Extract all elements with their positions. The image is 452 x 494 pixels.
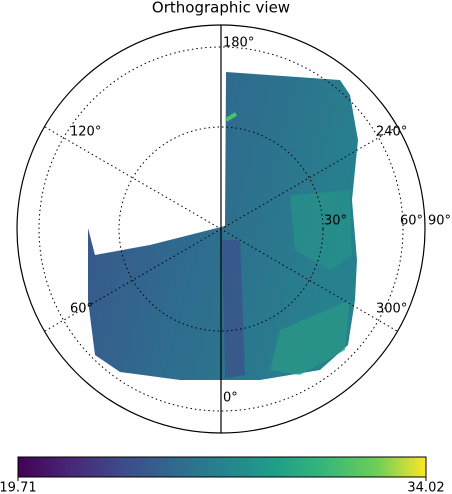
- graticule-label: 120°: [70, 125, 101, 140]
- data-patch: [270, 300, 350, 375]
- data-streak: [224, 112, 238, 122]
- graticule-label: 90°: [428, 214, 451, 229]
- graticule-circle: [38, 46, 404, 412]
- graticule-label: 240°: [376, 125, 407, 140]
- chart-title: Orthographic view: [152, 0, 290, 17]
- map-boundary: [16, 24, 426, 434]
- graticule-circle: [118, 126, 324, 332]
- map-area: [88, 72, 358, 380]
- graticule-label: 0°: [223, 391, 238, 406]
- data-patch: [290, 190, 352, 270]
- data-region: [88, 72, 358, 380]
- graticule-label: 60°: [400, 214, 423, 229]
- graticule-label: 60°: [70, 302, 93, 317]
- graticule-label: 300°: [376, 302, 407, 317]
- graticule-label: 30°: [324, 214, 347, 229]
- colorbar-tick-label: 19.71: [0, 481, 37, 494]
- colorbar: [17, 456, 427, 478]
- graticule-labels: 180° 120° 240° 30° 60° 90° 60° 300° 0°: [70, 36, 451, 406]
- colorbar-tick-label: 34.02: [407, 481, 444, 494]
- graticule-label: 180°: [223, 36, 254, 51]
- data-patch: [222, 240, 245, 378]
